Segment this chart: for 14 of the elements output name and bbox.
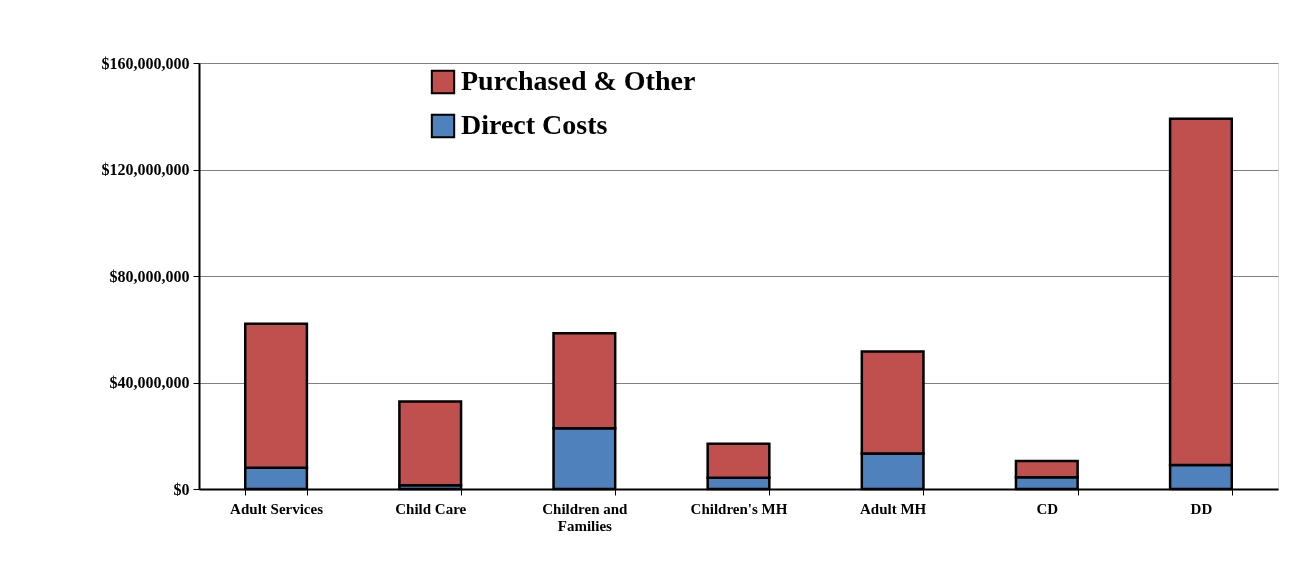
x-tick-label: Children and Families [542, 500, 629, 534]
y-tick-label: $0 [173, 480, 190, 498]
y-tick-label: $80,000,000 [109, 267, 190, 285]
y-tick-label: $40,000,000 [109, 374, 190, 391]
x-tick-label: DD [1190, 500, 1213, 517]
x-tick-label: Children's MH [690, 500, 788, 517]
x-tick-label: Adult MH [860, 500, 927, 517]
y-tick-label: $160,000,000 [101, 54, 190, 72]
x-tick-label: Adult Services [230, 500, 324, 517]
x-tick-label: CD [1036, 500, 1059, 517]
x-tick-label: Child Care [395, 500, 467, 517]
legend-label: Direct Costs [461, 109, 608, 140]
y-tick-label: $120,000,000 [101, 161, 190, 178]
legend-label: Purchased & Other [461, 65, 696, 96]
